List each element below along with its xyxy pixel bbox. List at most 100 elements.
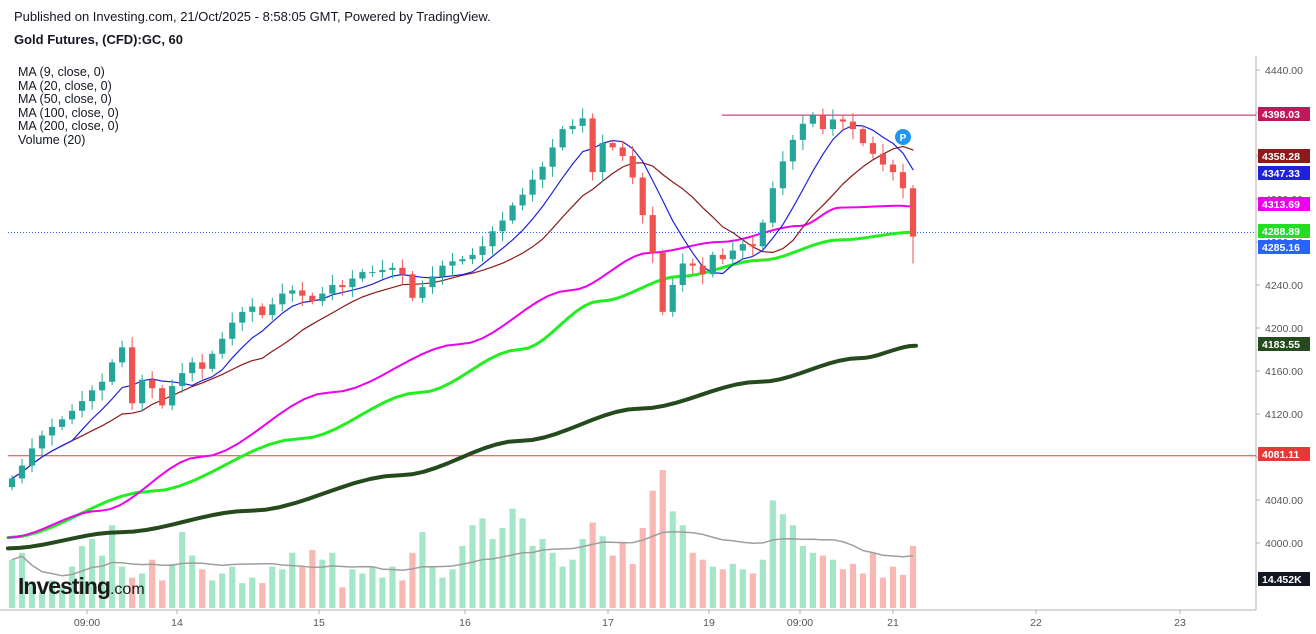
volume-bar (149, 559, 156, 608)
volume-bar (289, 552, 296, 608)
candle-body (149, 379, 156, 389)
volume-bar (659, 470, 666, 608)
volume-bar (259, 583, 266, 608)
x-tick-label: 15 (313, 617, 325, 629)
candle-body (289, 290, 296, 294)
volume-bar (629, 563, 636, 608)
volume-bar (48, 580, 56, 608)
price-label-text: 4183.55 (1262, 339, 1300, 351)
price-label-bg (1258, 224, 1310, 238)
volume-bar (38, 591, 46, 608)
volume-bar (139, 573, 146, 608)
price-label-bg (1258, 447, 1310, 461)
volume-bar (639, 527, 646, 608)
volume-bar (589, 522, 596, 608)
candle-body (769, 188, 776, 223)
candle-body (8, 478, 16, 488)
volume-bar (169, 563, 176, 608)
volume-bar (189, 555, 196, 608)
volume-bar (88, 539, 96, 608)
volume-bar (769, 500, 776, 608)
candle-body (629, 156, 636, 178)
price-label-text: 4398.03 (1262, 109, 1300, 121)
candle-body (869, 143, 877, 154)
volume-bar (539, 539, 546, 608)
y-tick-label: 4200.00 (1265, 323, 1303, 335)
legend-ma20[interactable]: MA (20, close, 0) (18, 78, 112, 93)
volume-bar (729, 563, 736, 608)
candle-body (219, 338, 226, 354)
legend-ma9[interactable]: MA (9, close, 0) (18, 65, 105, 79)
logo-text: Investing (18, 573, 111, 599)
volume-bar (8, 559, 16, 608)
x-tick-label: 16 (459, 617, 471, 629)
candle-body (319, 293, 326, 302)
candle-body (329, 285, 336, 294)
candle-body (459, 259, 466, 262)
volume-bar (599, 536, 606, 608)
volume-bar (889, 566, 897, 608)
y-tick-label: 4040.00 (1265, 495, 1303, 507)
legend-volume[interactable]: Volume (20) (18, 132, 86, 147)
candle-body (379, 269, 386, 273)
candle-body (699, 265, 706, 275)
candle-body (38, 435, 46, 449)
candle-body (349, 278, 356, 288)
candle-body (469, 254, 476, 260)
candle-body (299, 290, 306, 296)
volume-bar (819, 555, 827, 608)
candle-body (28, 448, 36, 466)
candle-body (68, 410, 76, 420)
candle-body (98, 381, 106, 391)
price-label-text: 4285.16 (1262, 242, 1300, 254)
volume-bar (869, 552, 877, 608)
price-label-bg (1258, 107, 1310, 121)
y-tick-label: 4240.00 (1265, 280, 1303, 292)
x-tick-label: 17 (602, 617, 614, 629)
candle-body (799, 123, 806, 140)
candle-body (519, 194, 526, 206)
legend-ma200[interactable]: MA (200, close, 0) (18, 119, 119, 133)
price-label-bg (1258, 149, 1310, 163)
ma100-line (6, 230, 915, 540)
candle-body (909, 188, 917, 237)
volume-bar (849, 563, 857, 608)
candle-body (429, 276, 436, 288)
volume-bar (519, 518, 526, 608)
price-label-ma50: 4313.69 (1258, 197, 1310, 211)
price-label-bg (1258, 240, 1310, 254)
price-label-text: 4081.11 (1262, 449, 1300, 461)
candle-body (739, 244, 746, 251)
volume-bar (559, 566, 566, 608)
candle-body (479, 246, 486, 255)
candle-body (789, 139, 796, 162)
volume-bar (909, 545, 917, 608)
candle-body (139, 379, 146, 404)
candle-body (879, 153, 887, 165)
volume-bar (129, 577, 136, 608)
volume-bar (759, 559, 766, 608)
volume-bar (389, 566, 396, 608)
candle-body (269, 304, 276, 316)
candle-body (579, 118, 586, 126)
y-tick-label: 4440.00 (1265, 65, 1303, 77)
volume-bar (749, 573, 756, 608)
volume-bar (569, 559, 576, 608)
candle-body (569, 125, 576, 130)
volume-bar (219, 573, 226, 608)
candle-body (709, 254, 716, 275)
price-label-ma200: 4183.55 (1258, 337, 1310, 351)
candle-body (849, 121, 857, 130)
y-tick-label: 4120.00 (1265, 409, 1303, 421)
candle-body (399, 267, 406, 275)
candle-body (439, 265, 446, 277)
price-label-last: 4285.16 (1258, 240, 1310, 254)
volume-bar (239, 583, 246, 608)
candle-body (449, 261, 456, 266)
volume-bar (68, 566, 76, 608)
legend-ma100[interactable]: MA (100, close, 0) (18, 105, 119, 120)
legend-ma50[interactable]: MA (50, close, 0) (18, 92, 112, 106)
price-label-ma20: 4358.28 (1258, 149, 1310, 163)
candle-body (249, 306, 256, 312)
